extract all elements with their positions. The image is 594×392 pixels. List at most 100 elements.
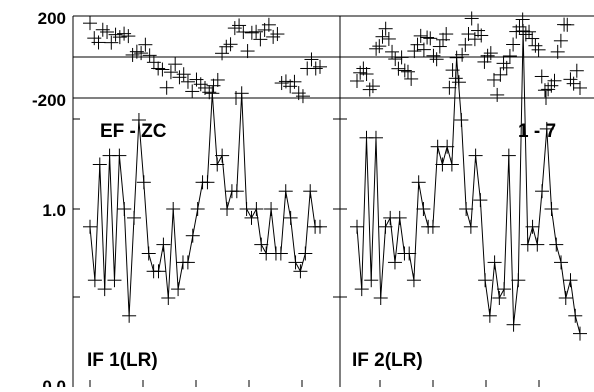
panel-2-line-point: [444, 157, 459, 172]
panel-2-line-point: [468, 148, 483, 163]
panel-1-line-point: [278, 184, 293, 199]
panel-1-scatter-point: [287, 74, 302, 89]
panel-1-top-label: EF - ZC: [100, 121, 167, 142]
panel-2-scatter-point: [573, 80, 587, 95]
panel-2-line-point: [364, 273, 379, 288]
panel-1-scatter-point: [232, 18, 247, 33]
panel-1-scatter-point: [223, 37, 238, 52]
panel-2-scatter-point: [356, 61, 371, 76]
panel-2-series-line: [356, 30, 581, 334]
panel-2-scatter-point: [512, 19, 527, 34]
panel-1-scatter-point: [87, 31, 102, 46]
panel-1-line-point: [215, 148, 230, 163]
panel-2-line-point: [516, 24, 531, 38]
panel-2-scatter-point: [483, 46, 498, 61]
panel-2-scatter-point: [528, 38, 543, 53]
panel-2-line-point: [478, 273, 493, 288]
panel-2-line-point: [354, 282, 369, 297]
panel-1-line-point: [166, 202, 181, 216]
panel-2-line-point: [506, 317, 521, 332]
panel-2-scatter-point: [372, 39, 387, 54]
panel-2-scatter-point: [522, 24, 537, 39]
panel-2-scatter-point: [563, 72, 578, 87]
panel-2-scatter-point: [569, 63, 584, 78]
panel-1-line-point: [200, 175, 215, 190]
panel-1-scatter-point: [112, 30, 127, 45]
panel-1-scatter-point: [117, 26, 132, 41]
panel-2-line-point: [544, 202, 559, 216]
top-y-tick-min: -200: [32, 91, 66, 110]
panel-2-line-point: [501, 148, 516, 163]
panel-1-scatter-point: [308, 61, 323, 76]
panel-2-line-point: [406, 273, 421, 288]
panel-2-scatter-point: [362, 82, 377, 97]
panel-2-scatter-point: [480, 48, 495, 63]
panel-1-scatter-point: [91, 35, 106, 50]
panel-2-line-point: [530, 237, 545, 252]
panel-1-line-point: [83, 219, 97, 234]
panel-2-line-point: [511, 273, 526, 288]
panel-2-scatter-point: [375, 29, 390, 44]
panel-1-line-point: [92, 157, 107, 172]
panel-2-line-point: [425, 219, 440, 234]
panel-2-line-point: [482, 308, 497, 323]
panel-1-line-point: [313, 219, 327, 234]
panel-2-scatter-point: [432, 39, 447, 54]
panel-2-scatter-point: [426, 48, 441, 63]
panel-1-scatter-point: [159, 80, 174, 95]
panel-1-line-point: [141, 246, 156, 261]
panel-2-scatter-point: [474, 28, 489, 43]
panel-1-scatter-point: [125, 47, 140, 62]
panel-2-scatter-point: [400, 64, 415, 79]
top-y-tick-max: 200: [38, 9, 66, 28]
panel-1-line-point: [185, 228, 200, 243]
panel-1-line-point: [122, 308, 137, 323]
panel-2-scatter-point: [506, 37, 521, 52]
panel-2-scatter-point: [413, 28, 428, 43]
panel-1-line-point: [249, 202, 264, 216]
panel-2-scatter-point: [378, 21, 393, 36]
panel-1-scatter-point: [270, 27, 285, 42]
panel-1-scatter-point: [176, 67, 191, 82]
panel-1-scatter-point: [313, 59, 327, 74]
panel-2-scatter-point: [560, 17, 575, 32]
panel-1-scatter-point: [202, 85, 217, 100]
panel-1-line-point: [87, 273, 102, 288]
panel-2-scatter-point: [502, 48, 517, 63]
panel-1-line-point: [244, 210, 259, 225]
panel-2-scatter-point: [553, 33, 568, 48]
panel-2-scatter-point: [397, 63, 412, 78]
panel-1-line-point: [136, 175, 151, 190]
panel-1-scatter-point: [253, 32, 268, 47]
panel-2-line-point: [487, 255, 502, 270]
panel-1-scatter-point: [104, 35, 119, 50]
panel-2-scatter-point: [442, 80, 457, 95]
panel-1-line-point: [283, 210, 298, 225]
panel-2-line-point: [411, 175, 426, 190]
panel-2-scatter-point: [499, 60, 514, 75]
panel-1-line-point: [156, 237, 171, 252]
panel-1-scatter-point: [215, 46, 230, 61]
panel-2-scatter-point: [566, 76, 581, 91]
panel-2-line-point: [525, 219, 540, 234]
panel-2-scatter-point: [534, 69, 549, 84]
panel-1-scatter-point: [121, 29, 136, 44]
panel-2-scatter-point: [467, 32, 482, 47]
panel-2-line-point: [558, 291, 573, 305]
panel-1-scatter-point: [304, 52, 319, 67]
panel-1-line-point: [107, 273, 122, 288]
panel-2-scatter-point: [493, 67, 508, 82]
panel-1-scatter-point: [295, 89, 310, 104]
panel-1-line-point: [229, 184, 244, 199]
panel-1-scatter-point: [266, 29, 281, 44]
panel-1-line-point: [205, 86, 220, 101]
panel-2-line-point: [454, 113, 469, 127]
bottom-y-tick-mid: 1.0: [42, 201, 66, 220]
panel-2-scatter-point: [388, 52, 403, 67]
panel-1-scatter-point: [227, 21, 242, 36]
panel-2-line-point: [392, 210, 407, 225]
panel-2-scatter-point: [404, 71, 419, 86]
panel-2-scatter-point: [518, 27, 533, 42]
panel-2-scatter-point: [394, 50, 409, 65]
